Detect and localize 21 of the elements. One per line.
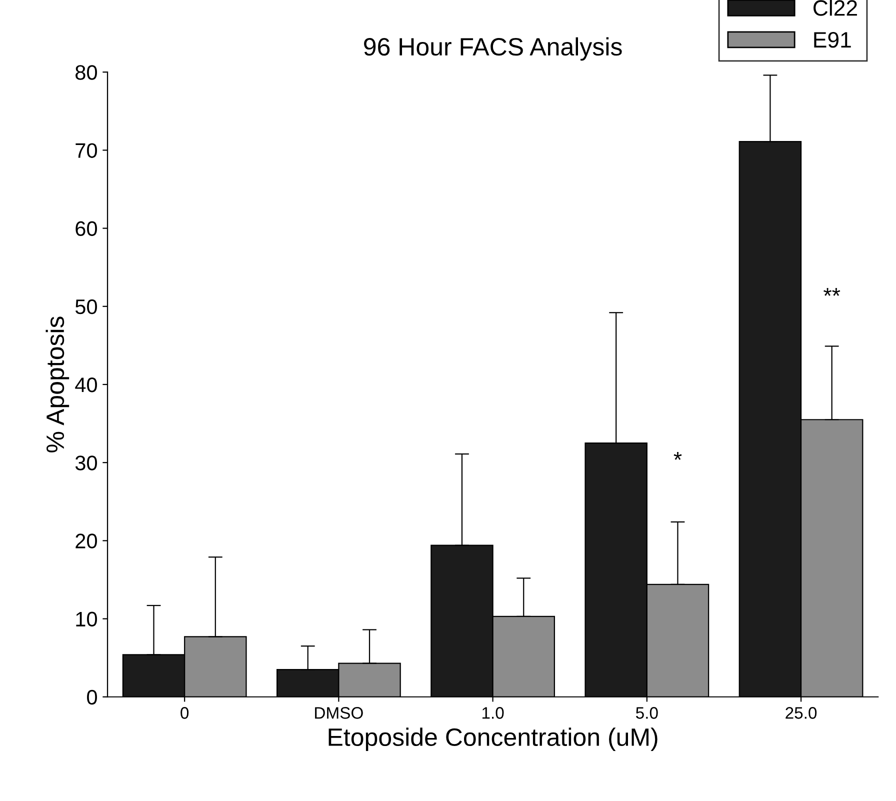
y-tick-label: 0 [87, 690, 97, 705]
annotation: ** [824, 288, 840, 296]
chart-title: 96 Hour FACS Analysis [364, 37, 622, 61]
y-tick-label: 20 [76, 534, 97, 548]
y-axis-title: % Apoptosis [46, 316, 70, 452]
legend-label: Cl22 [814, 0, 857, 16]
x-tick-label: 0 [180, 707, 189, 719]
legend-label: E91 [814, 32, 851, 48]
y-tick-label: 30 [75, 456, 97, 470]
x-tick-label: 5.0 [636, 707, 658, 719]
annotation: * [674, 452, 682, 460]
y-tick-label: 80 [76, 65, 97, 80]
y-tick-label: 10 [76, 612, 97, 627]
y-tick-label: 60 [76, 221, 97, 236]
x-tick-label: 1.0 [482, 707, 504, 719]
x-tick-label: 25.0 [786, 707, 817, 719]
y-tick-label: 50 [75, 299, 97, 314]
x-tick-label: DMSO [315, 707, 363, 719]
y-tick-label: 70 [76, 143, 97, 158]
x-axis-title: Etoposide Concentration (uM) [328, 728, 658, 751]
y-tick-label: 40 [75, 377, 97, 392]
